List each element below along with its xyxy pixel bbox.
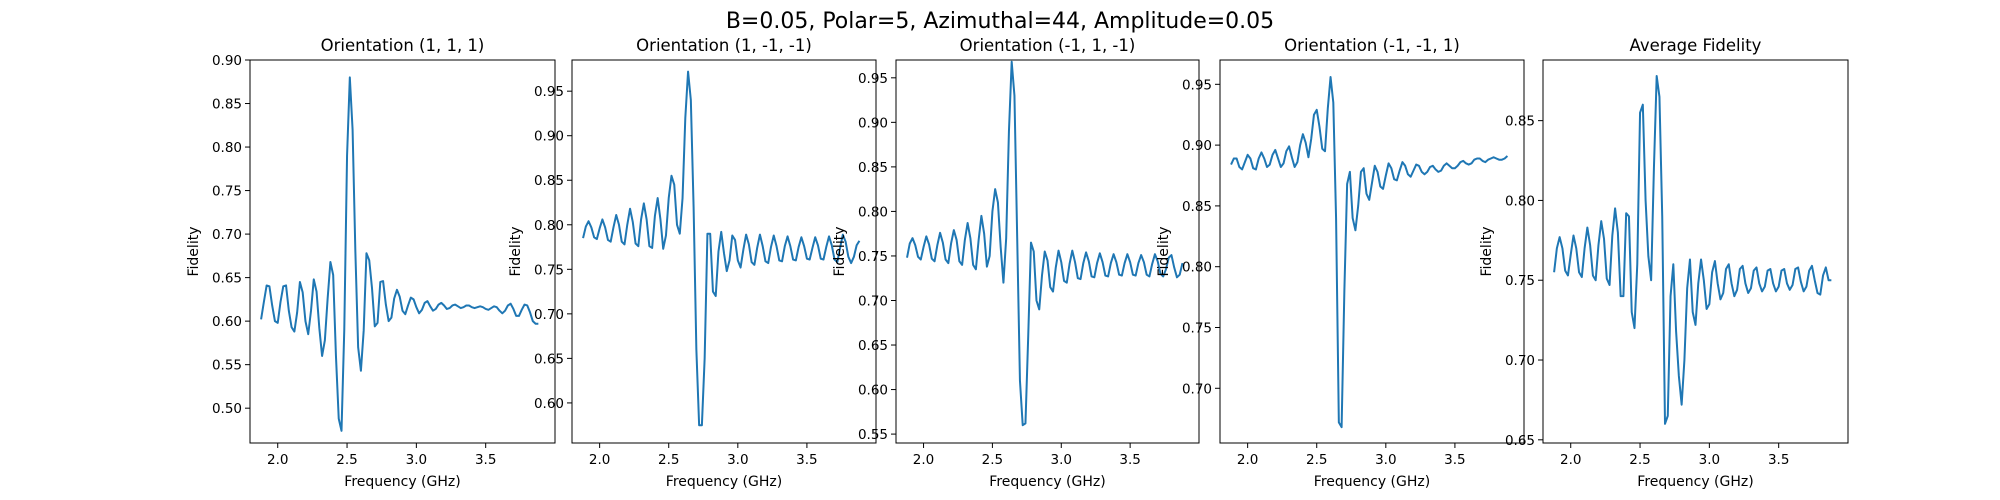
- y-tick-label: 0.75: [1182, 320, 1212, 336]
- x-tick-label: 3.5: [475, 452, 496, 468]
- series-line: [260, 76, 539, 432]
- y-tick-label: 0.80: [1182, 260, 1212, 276]
- subplot: 2.0 2.5 3.0 3.5 0.70 0.75 0.80 0.85 0.90 0.95 Orie…: [1156, 36, 1525, 490]
- y-tick-label: 0.65: [858, 338, 888, 354]
- y-tick-label: 0.95: [534, 84, 564, 100]
- x-tick-label: 2.5: [336, 452, 357, 468]
- x-tick-label: 2.0: [267, 452, 288, 468]
- x-tick-label: 2.5: [658, 452, 679, 468]
- y-tick-label: 0.80: [534, 218, 564, 234]
- x-tick-label: 3.0: [727, 452, 748, 468]
- subplot-grid: 2.0 2.5 3.0 3.5 0.50 0.55 0.60 0.65 0.70 0.75 0.80…: [186, 36, 1849, 490]
- y-tick-label: 0.90: [534, 129, 564, 145]
- axes-frame: [895, 59, 1200, 444]
- y-tick-label: 0.75: [212, 184, 242, 200]
- y-tick-label: 0.65: [1505, 433, 1535, 449]
- y-tick-label: 0.65: [212, 271, 242, 287]
- x-tick-label: 2.5: [1629, 452, 1650, 468]
- y-tick-label: 0.85: [858, 160, 888, 176]
- y-tick-label: 0.85: [1505, 114, 1535, 130]
- x-tick-label: 3.5: [1768, 452, 1789, 468]
- y-tick-label: 0.75: [1505, 273, 1535, 289]
- subplot: 2.0 2.5 3.0 3.5 0.60 0.65 0.70 0.75 0.80 0.85 0.90…: [508, 36, 877, 490]
- x-tick-label: 3.0: [1699, 452, 1720, 468]
- y-tick-label: 0.55: [858, 427, 888, 443]
- y-axis-label: Fidelity: [1479, 227, 1495, 277]
- x-tick-label: 3.0: [1051, 452, 1072, 468]
- y-axis-label: Fidelity: [832, 227, 848, 277]
- x-tick-label: 2.0: [589, 452, 610, 468]
- subplot: 2.0 2.5 3.0 3.5 0.55 0.60 0.65 0.70 0.75 0.80 0.85…: [832, 36, 1200, 490]
- x-axis-label: Frequency (GHz): [1637, 474, 1753, 490]
- figure-suptitle: B=0.05, Polar=5, Azimuthal=44, Amplitude…: [726, 9, 1274, 34]
- y-tick-label: 0.50: [212, 401, 242, 417]
- y-tick-label: 0.60: [534, 396, 564, 412]
- subplot-title: Orientation (-1, 1, -1): [960, 36, 1136, 55]
- subplot-title: Orientation (1, -1, -1): [636, 36, 812, 55]
- x-tick-label: 3.5: [796, 452, 817, 468]
- x-axis-label: Frequency (GHz): [989, 474, 1105, 490]
- x-tick-label: 3.5: [1119, 452, 1140, 468]
- x-tick-label: 2.5: [1306, 452, 1327, 468]
- y-tick-label: 0.60: [858, 383, 888, 399]
- y-tick-label: 0.90: [212, 53, 242, 69]
- axes-frame: [1219, 59, 1525, 444]
- series-line: [1230, 76, 1509, 429]
- y-tick-label: 0.75: [534, 262, 564, 278]
- y-tick-label: 0.55: [212, 358, 242, 374]
- y-axis-label: Fidelity: [186, 227, 202, 277]
- y-tick-label: 0.90: [1182, 138, 1212, 154]
- subplot: 2.0 2.5 3.0 3.5 0.50 0.55 0.60 0.65 0.70 0.75 0.80…: [186, 36, 556, 490]
- y-tick-label: 0.70: [212, 227, 242, 243]
- x-tick-label: 3.0: [406, 452, 427, 468]
- y-axis-label: Fidelity: [508, 227, 524, 277]
- x-tick-label: 3.0: [1375, 452, 1396, 468]
- y-tick-label: 0.85: [534, 173, 564, 189]
- y-tick-label: 0.95: [858, 71, 888, 87]
- y-tick-label: 0.70: [1182, 381, 1212, 397]
- subplot: 2.0 2.5 3.0 3.5 0.65 0.70 0.75 0.80 0.85 Average …: [1479, 36, 1849, 490]
- x-axis-label: Frequency (GHz): [1314, 474, 1430, 490]
- y-tick-label: 0.85: [212, 97, 242, 113]
- y-tick-label: 0.80: [212, 140, 242, 156]
- subplot-title: Orientation (1, 1, 1): [321, 36, 485, 55]
- y-tick-label: 0.70: [858, 293, 888, 309]
- x-axis-label: Frequency (GHz): [344, 474, 460, 490]
- x-tick-label: 3.5: [1444, 452, 1465, 468]
- y-tick-label: 0.75: [858, 249, 888, 265]
- y-tick-label: 0.95: [1182, 77, 1212, 93]
- x-tick-label: 2.0: [913, 452, 934, 468]
- y-tick-label: 0.90: [858, 115, 888, 131]
- subplot-title: Average Fidelity: [1630, 36, 1762, 55]
- x-axis-label: Frequency (GHz): [666, 474, 782, 490]
- series-line: [906, 60, 1184, 427]
- y-tick-label: 0.80: [858, 204, 888, 220]
- x-tick-label: 2.5: [982, 452, 1003, 468]
- series-line: [582, 70, 861, 427]
- x-tick-label: 2.0: [1560, 452, 1581, 468]
- x-tick-label: 2.0: [1237, 452, 1258, 468]
- axes-frame: [249, 59, 556, 444]
- y-tick-label: 0.65: [534, 351, 564, 367]
- y-tick-label: 0.80: [1505, 193, 1535, 209]
- y-tick-label: 0.85: [1182, 199, 1212, 215]
- y-tick-label: 0.60: [212, 314, 242, 330]
- y-axis-label: Fidelity: [1156, 227, 1172, 277]
- series-line: [1553, 74, 1832, 425]
- axes-frame: [1542, 59, 1849, 444]
- y-tick-label: 0.70: [534, 307, 564, 323]
- subplot-title: Orientation (-1, -1, 1): [1284, 36, 1460, 55]
- y-tick-label: 0.70: [1505, 353, 1535, 369]
- axes-frame: [571, 59, 877, 444]
